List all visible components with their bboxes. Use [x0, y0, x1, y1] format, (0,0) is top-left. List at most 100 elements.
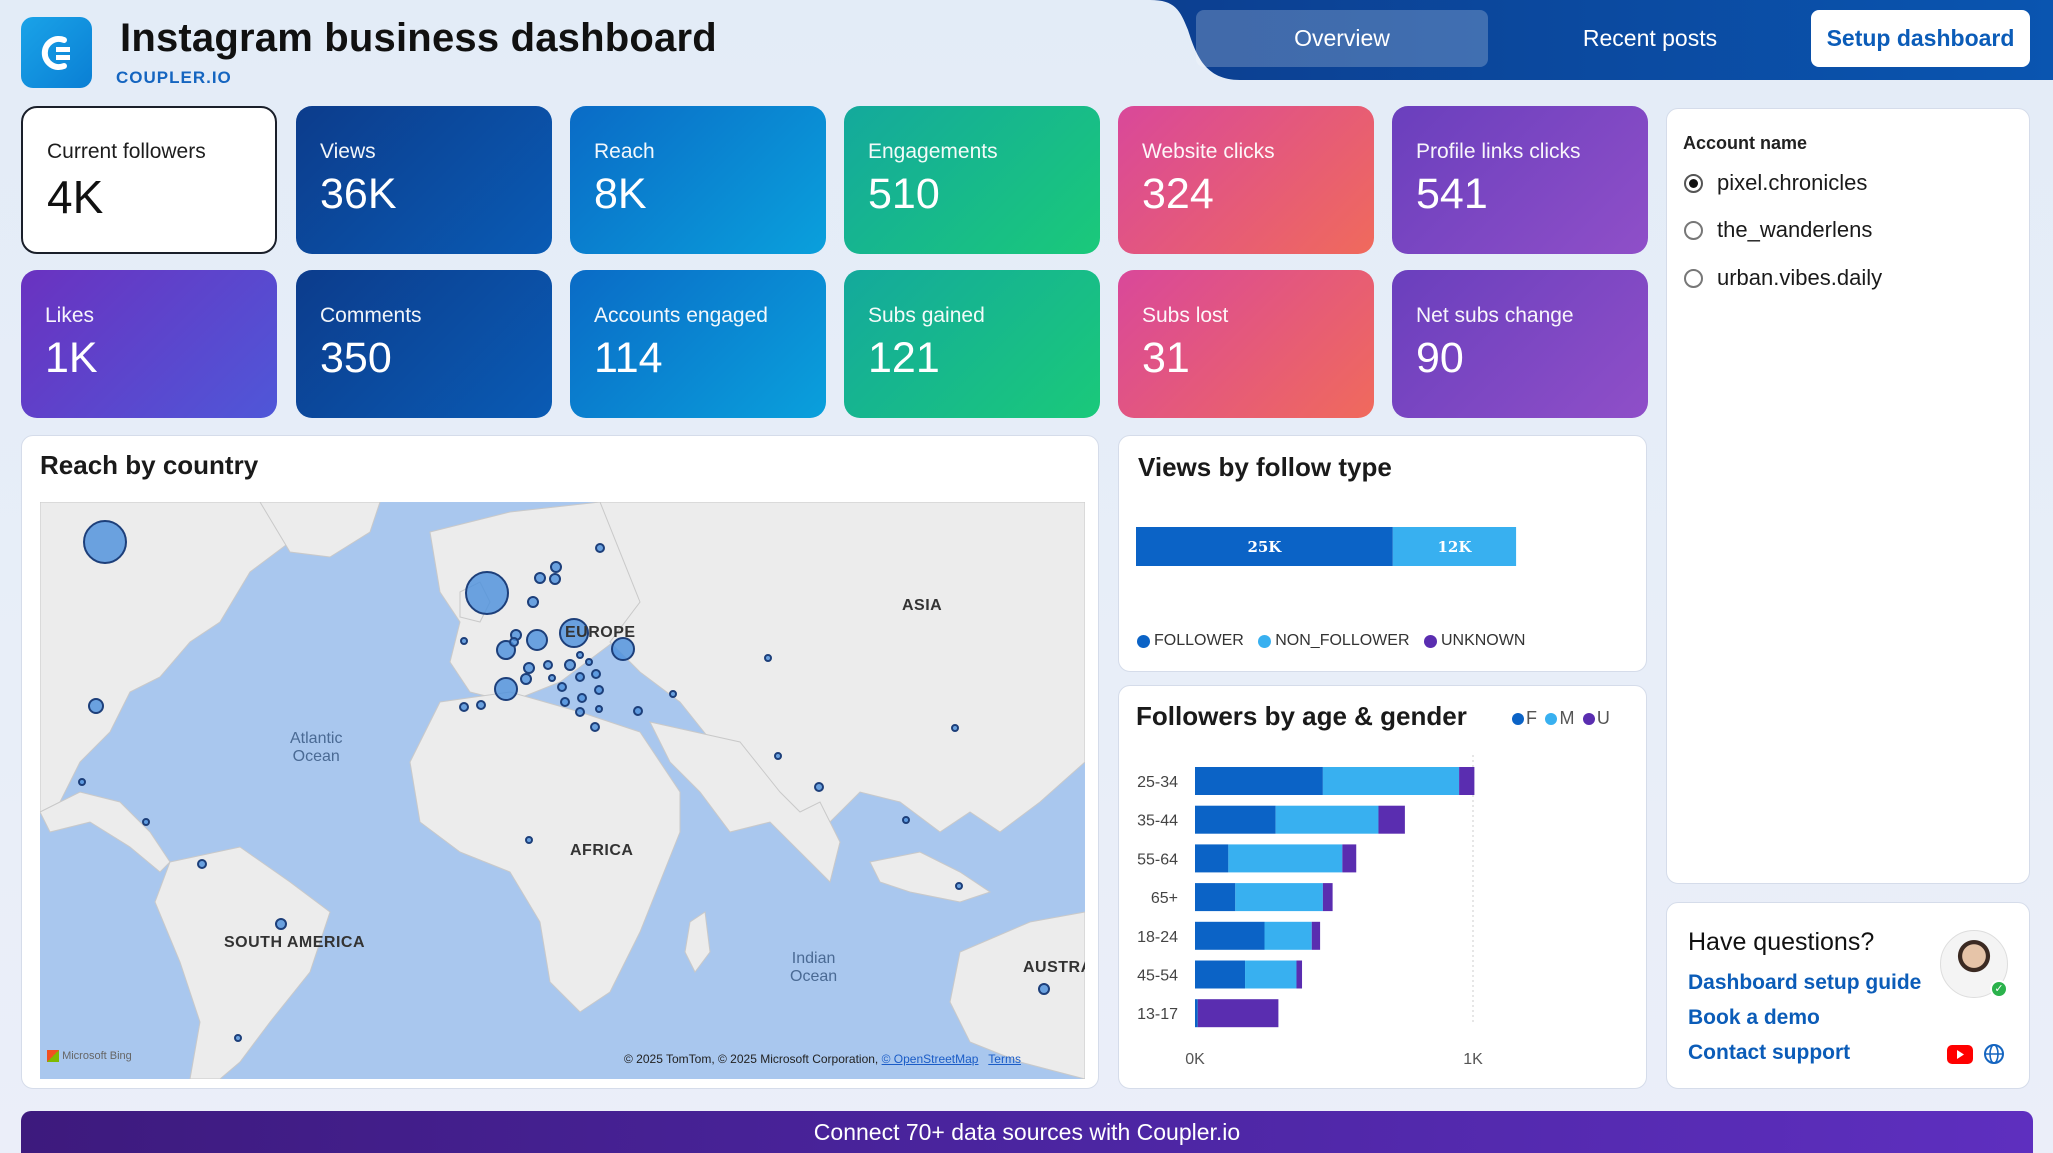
- coupler-logo-icon: [41, 35, 70, 70]
- setup-dashboard-button[interactable]: Setup dashboard: [1811, 10, 2030, 67]
- y-tick-label: 25-34: [1137, 774, 1178, 791]
- radio-icon[interactable]: [1684, 220, 1703, 240]
- legend-label: FOLLOWER: [1154, 632, 1244, 649]
- radio-selected-icon[interactable]: [1684, 173, 1703, 193]
- radio-icon[interactable]: [1684, 268, 1703, 288]
- map-label-south-america: SOUTH AMERICA: [224, 934, 366, 951]
- bar-m-55-64[interactable]: [1228, 844, 1343, 873]
- connect-sources-banner[interactable]: Connect 70+ data sources with Coupler.io: [21, 1111, 2033, 1153]
- kpi-label: Net subs change: [1416, 304, 1574, 327]
- views-by-follow-chart: 25K 12K: [1136, 527, 1517, 566]
- legend-dot-unknown: [1423, 634, 1437, 648]
- views-by-follow-title: Views by follow type: [1138, 452, 1392, 482]
- kpi-value: 8K: [594, 170, 647, 218]
- terms-link[interactable]: Terms: [988, 1052, 1021, 1066]
- kpi-label: Subs lost: [1142, 304, 1229, 327]
- kpi-label: Reach: [594, 140, 655, 163]
- bing-icon: [47, 1050, 59, 1063]
- bar-f-18-24[interactable]: [1195, 921, 1265, 950]
- kpi-label: Profile links clicks: [1416, 140, 1581, 163]
- bing-logo: Microsoft Bing: [47, 1050, 132, 1063]
- contact-support-link[interactable]: Contact support: [1688, 1041, 1851, 1064]
- account-filter-label: Account name: [1683, 133, 1808, 153]
- kpi-profile-links-clicks: Profile links clicks 541: [1392, 106, 1648, 254]
- kpi-comments: Comments 350: [296, 270, 552, 418]
- y-tick-label: 35-44: [1137, 813, 1178, 830]
- map-title: Reach by country: [40, 450, 259, 480]
- account-filter-panel: [1666, 108, 2030, 884]
- kpi-accounts-engaged: Accounts engaged 114: [570, 270, 826, 418]
- youtube-icon[interactable]: [1947, 1045, 1973, 1064]
- kpi-likes: Likes 1K: [21, 270, 277, 418]
- kpi-subs-lost: Subs lost 31: [1118, 270, 1374, 418]
- attribution-text: © 2025 TomTom, © 2025 Microsoft Corporat…: [624, 1052, 879, 1066]
- bar-f-45-54[interactable]: [1195, 960, 1246, 989]
- age-gender-chart: 25-34 35-44 55-64 65+ 18-24 45-54 13-17 0K 1K: [1137, 755, 1483, 1068]
- bar-u-25-34[interactable]: [1459, 767, 1475, 795]
- kpi-value: 324: [1142, 170, 1214, 218]
- bar-f-13-17[interactable]: [1195, 999, 1198, 1028]
- bar-f-55-64[interactable]: [1195, 844, 1229, 873]
- kpi-value: 4K: [47, 171, 104, 223]
- bar-m-35-44[interactable]: [1275, 805, 1379, 834]
- map-label-europe: EUROPE: [565, 624, 636, 641]
- y-tick-label: 13-17: [1137, 1006, 1178, 1023]
- map-label-indian: Indian Ocean: [790, 950, 837, 986]
- bar-m-25-34[interactable]: [1322, 767, 1460, 795]
- youtube-play-icon: [1957, 1050, 1964, 1059]
- kpi-value: 350: [320, 334, 392, 382]
- reach-map[interactable]: ASIA EUROPE AFRICA SOUTH AMERICA AUSTR A …: [40, 502, 1085, 1079]
- kpi-label: Engagements: [868, 140, 998, 163]
- legend-label: U: [1596, 708, 1610, 728]
- bar-u-65+[interactable]: [1322, 883, 1333, 912]
- bar-f-65+[interactable]: [1195, 883, 1236, 912]
- kpi-value: 90: [1416, 334, 1464, 382]
- kpi-value: 114: [594, 334, 663, 382]
- legend-label: F: [1526, 708, 1537, 728]
- views-by-follow-legend: FOLLOWER NON_FOLLOWER UNKNOWN: [1137, 632, 1535, 650]
- bar-follower[interactable]: [1136, 527, 1393, 566]
- tab-recent-posts[interactable]: Recent posts: [1582, 25, 1718, 51]
- account-option-pixel-chronicles[interactable]: pixel.chronicles: [1684, 170, 1867, 196]
- kpi-engagements: Engagements 510: [844, 106, 1100, 254]
- bar-m-18-24[interactable]: [1264, 921, 1312, 950]
- online-check-icon: ✓: [1990, 980, 2008, 998]
- bar-m-65+[interactable]: [1235, 883, 1323, 912]
- osm-link[interactable]: © OpenStreetMap: [881, 1052, 979, 1066]
- bar-non-follower[interactable]: [1392, 527, 1517, 566]
- kpi-label: Current followers: [47, 140, 206, 163]
- dashboard-setup-guide-link[interactable]: Dashboard setup guide: [1688, 971, 1922, 994]
- kpi-net-subs-change: Net subs change 90: [1392, 270, 1648, 418]
- book-demo-link[interactable]: Book a demo: [1688, 1006, 1820, 1029]
- y-tick-label: 55-64: [1137, 851, 1178, 868]
- legend-dot-f: [1512, 712, 1524, 725]
- globe-shape: [1984, 1044, 2004, 1064]
- account-option-urban-vibes-daily[interactable]: urban.vibes.daily: [1684, 265, 1882, 291]
- kpi-current-followers: Current followers 4K: [21, 106, 277, 254]
- y-tick-label: 18-24: [1137, 929, 1178, 946]
- legend-dot-u: [1582, 712, 1595, 725]
- legend-label: M: [1559, 708, 1575, 728]
- bar-u-18-24[interactable]: [1311, 921, 1321, 950]
- bar-f-25-34[interactable]: [1195, 767, 1323, 795]
- bar-u-35-44[interactable]: [1378, 805, 1405, 834]
- kpi-subs-gained: Subs gained 121: [844, 270, 1100, 418]
- bar-label-non-follower: 12K: [1437, 538, 1472, 556]
- kpi-label: Comments: [320, 304, 422, 327]
- globe-icon[interactable]: [1983, 1043, 2005, 1070]
- bar-u-55-64[interactable]: [1342, 844, 1357, 873]
- help-title: Have questions?: [1688, 928, 1875, 956]
- bar-m-45-54[interactable]: [1245, 960, 1297, 989]
- tab-overview[interactable]: Overview: [1196, 10, 1488, 67]
- bar-u-45-54[interactable]: [1296, 960, 1303, 989]
- y-tick-label: 65+: [1151, 890, 1178, 907]
- kpi-value: 36K: [320, 170, 397, 218]
- bar-u-13-17[interactable]: [1197, 999, 1279, 1028]
- world-map: [40, 502, 1085, 1079]
- account-option-the-wanderlens[interactable]: the_wanderlens: [1684, 217, 1872, 243]
- kpi-value: 121: [868, 334, 940, 382]
- bar-f-35-44[interactable]: [1195, 805, 1276, 834]
- y-tick-label: 45-54: [1137, 968, 1178, 985]
- ocean-name: Atlantic: [290, 730, 343, 747]
